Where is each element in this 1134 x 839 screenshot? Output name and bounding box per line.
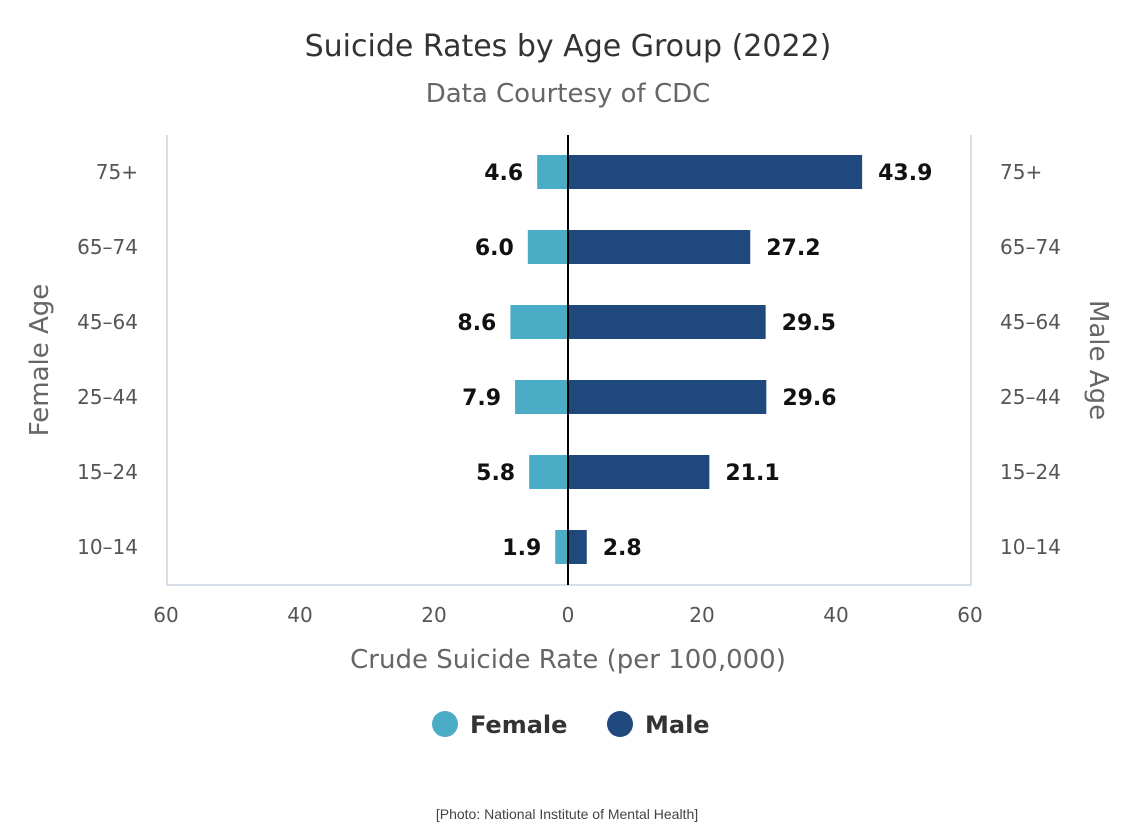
female-bar [529,455,568,489]
x-tick-label: 40 [287,603,312,627]
x-tick-label: 60 [153,603,178,627]
x-axis-ticks: 60 40 20 0 20 40 60 [153,603,982,627]
female-bar [555,530,568,564]
female-legend-label: Female [470,711,567,739]
left-age-tick: 75+ [96,160,138,184]
male-value-label: 21.1 [725,461,779,486]
female-legend-marker [432,711,458,737]
x-tick-label: 0 [562,603,575,627]
male-bar [568,455,710,489]
female-value-label: 6.0 [475,236,514,261]
female-value-label: 7.9 [462,386,501,411]
male-bar [568,230,751,264]
y-axis-title-left: Female Age [25,284,55,437]
male-value-label: 27.2 [766,236,820,261]
y-axis-title-right: Male Age [1083,300,1113,420]
female-value-label: 1.9 [502,536,541,561]
male-value-label: 29.5 [782,311,836,336]
data-labels: 4.6 43.9 6.0 27.2 8.6 29.5 7.9 29.6 5.8 21.1 1.9 2.… [457,161,932,561]
right-age-tick: 45–64 [1000,310,1061,334]
right-age-tick: 75+ [1000,160,1042,184]
male-value-label: 2.8 [603,536,642,561]
female-bar [537,155,568,189]
male-bar [568,155,863,189]
male-legend-label: Male [645,711,710,739]
female-value-label: 4.6 [484,161,523,186]
photo-credit: [Photo: National Institute of Mental Hea… [435,806,699,822]
x-tick-label: 40 [823,603,848,627]
right-age-tick: 10–14 [1000,535,1061,559]
male-legend-marker [607,711,633,737]
right-age-tick: 15–24 [1000,460,1061,484]
left-age-tick: 45–64 [77,310,138,334]
male-bar [568,380,767,414]
left-age-tick: 65–74 [77,235,138,259]
x-tick-label: 60 [957,603,982,627]
chart-title: Suicide Rates by Age Group (2022) [305,29,832,64]
female-value-label: 5.8 [476,461,515,486]
female-bar [510,305,568,339]
female-value-label: 8.6 [457,311,496,336]
legend: Female Male [432,711,710,739]
left-age-tick: 10–14 [77,535,138,559]
male-value-label: 43.9 [878,161,932,186]
x-tick-label: 20 [421,603,446,627]
male-bar [568,530,587,564]
bars [510,135,863,585]
female-bar [515,380,568,414]
male-value-label: 29.6 [782,386,836,411]
left-age-tick: 15–24 [77,460,138,484]
y-axis-ticks: 75+ 75+ 65–74 65–74 45–64 45–64 25–44 25–44 15–2… [77,160,1061,559]
chart-subtitle: Data Courtesy of CDC [426,79,711,109]
right-age-tick: 65–74 [1000,235,1061,259]
left-age-tick: 25–44 [77,385,138,409]
x-axis-title: Crude Suicide Rate (per 100,000) [350,645,786,675]
diverging-bar-chart: Suicide Rates by Age Group (2022) Data C… [25,29,1113,739]
x-tick-label: 20 [689,603,714,627]
female-bar [527,230,568,264]
right-age-tick: 25–44 [1000,385,1061,409]
male-bar [568,305,766,339]
